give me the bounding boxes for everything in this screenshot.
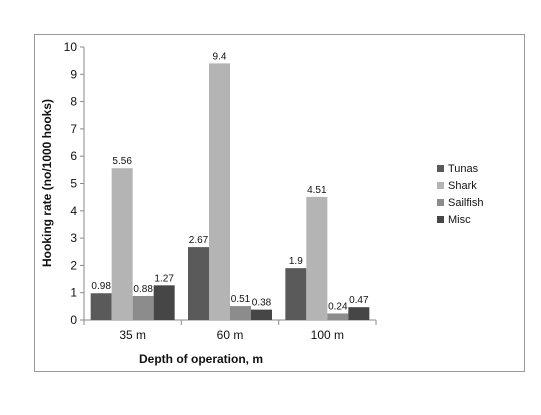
y-tick-label: 2: [70, 258, 77, 272]
y-tick-label: 6: [70, 149, 77, 163]
data-label: 5.56: [112, 156, 132, 167]
legend-label-tunas: Tunas: [448, 163, 479, 175]
data-label: 1.9: [289, 256, 303, 267]
data-label: 4.51: [307, 185, 327, 196]
legend-label-sailfish: Sailfish: [448, 197, 483, 209]
bar-misc-2: [348, 307, 370, 320]
bar-tunas-2: [285, 268, 307, 320]
plot-area: 0 1 2 3 4 5 6 7 8 9 10 35 m 0.98 5.56 0.881.27 60 m 2.67…: [64, 40, 377, 342]
legend-swatch-shark: [437, 182, 444, 189]
y-tick-label: 4: [70, 204, 77, 218]
data-label: 0.47: [349, 295, 369, 306]
bar-tunas-0: [90, 293, 112, 320]
data-label: 1.27: [154, 273, 174, 284]
bar-shark-2: [306, 196, 328, 320]
y-axis-label: Hooking rate (no/1000 hooks): [40, 99, 54, 267]
x-tick-label: 35 m: [119, 328, 146, 342]
x-axis-label: Depth of operation, m: [139, 352, 263, 366]
bar-sailfish-1: [230, 306, 251, 320]
bar-misc-1: [251, 309, 272, 320]
y-tick-label: 1: [70, 286, 77, 300]
legend-swatch-sailfish: [437, 199, 444, 206]
y-tick-label: 8: [70, 95, 77, 109]
x-tick-label: 100 m: [311, 328, 344, 342]
data-label: 2.67: [189, 235, 209, 246]
bar-sailfish-2: [327, 313, 349, 320]
legend-label-shark: Shark: [448, 180, 477, 192]
y-tick-label: 3: [70, 231, 77, 245]
y-tick-label: 10: [64, 40, 78, 54]
bar-shark-0: [111, 168, 133, 320]
data-label: 0.51: [231, 294, 251, 305]
bar-shark-1: [209, 63, 230, 320]
bar-sailfish-0: [132, 295, 154, 320]
legend-swatch-tunas: [437, 165, 444, 172]
legend-swatch-misc: [437, 216, 444, 223]
data-label: 0.24: [328, 301, 348, 312]
legend-label-misc: Misc: [448, 214, 471, 226]
y-tick-label: 5: [70, 177, 77, 191]
bar-tunas-1: [188, 247, 209, 320]
legend: Tunas Shark Sailfish Misc: [437, 163, 483, 226]
data-label: 0.98: [91, 281, 111, 292]
x-tick-label: 60 m: [217, 328, 244, 342]
data-label: 0.38: [252, 298, 272, 309]
data-label: 0.88: [133, 284, 153, 295]
y-tick-label: 7: [70, 122, 77, 136]
y-tick-label: 0: [70, 313, 77, 327]
y-tick-label: 9: [70, 67, 77, 81]
bar-misc-0: [153, 285, 175, 320]
data-label: 9.4: [213, 51, 227, 62]
